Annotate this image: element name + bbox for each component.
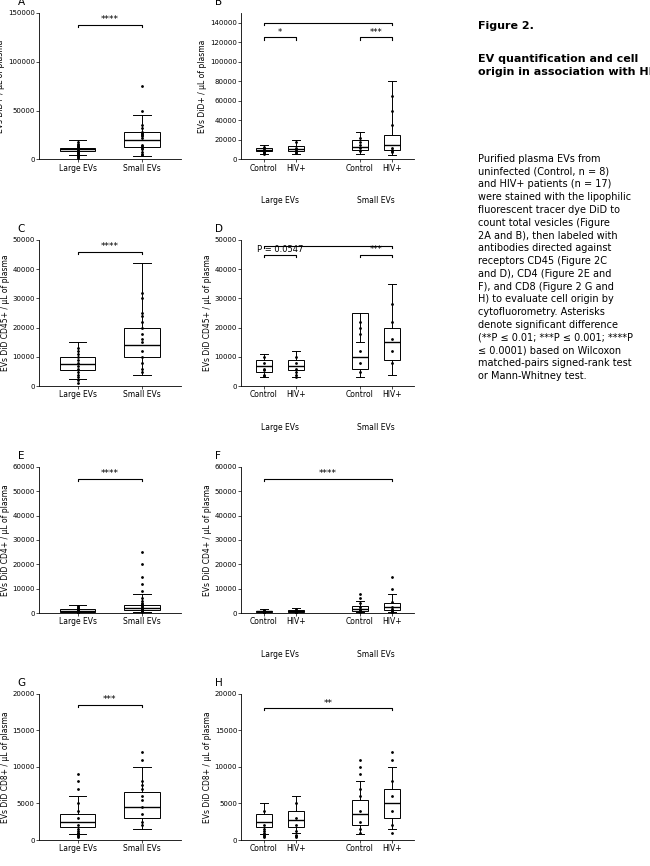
PathPatch shape xyxy=(60,610,96,611)
Text: *: * xyxy=(278,28,282,36)
Text: ***: *** xyxy=(369,28,382,36)
Text: G: G xyxy=(18,678,26,688)
Y-axis label: EVs DiD CD45+ / μL of plasma: EVs DiD CD45+ / μL of plasma xyxy=(1,255,10,372)
Text: **: ** xyxy=(323,699,332,708)
PathPatch shape xyxy=(288,145,304,151)
PathPatch shape xyxy=(60,148,96,151)
Text: ***: *** xyxy=(103,695,116,704)
PathPatch shape xyxy=(384,135,400,150)
Text: Large EVs: Large EVs xyxy=(261,423,299,432)
PathPatch shape xyxy=(384,604,400,611)
Text: D: D xyxy=(215,224,224,234)
PathPatch shape xyxy=(255,148,272,151)
Text: ****: **** xyxy=(319,469,337,478)
Text: B: B xyxy=(215,0,222,7)
PathPatch shape xyxy=(255,360,272,372)
Y-axis label: EVs DiD CD4+ / μL of plasma: EVs DiD CD4+ / μL of plasma xyxy=(203,484,212,596)
Text: Large EVs: Large EVs xyxy=(261,650,299,659)
PathPatch shape xyxy=(352,800,368,825)
Text: F: F xyxy=(215,451,221,461)
Y-axis label: EVs DiD CD45+ / μL of plasma: EVs DiD CD45+ / μL of plasma xyxy=(203,255,212,372)
PathPatch shape xyxy=(255,814,272,827)
PathPatch shape xyxy=(384,327,400,360)
Text: ****: **** xyxy=(101,242,119,251)
PathPatch shape xyxy=(384,789,400,818)
Text: A: A xyxy=(18,0,25,7)
Text: H: H xyxy=(215,678,223,688)
Text: ****: **** xyxy=(101,469,119,478)
PathPatch shape xyxy=(288,360,304,370)
Text: Large EVs: Large EVs xyxy=(261,196,299,205)
Text: E: E xyxy=(18,451,24,461)
PathPatch shape xyxy=(124,792,160,818)
Y-axis label: EVs DiD+ / μL of plasma: EVs DiD+ / μL of plasma xyxy=(0,40,5,132)
PathPatch shape xyxy=(352,313,368,369)
PathPatch shape xyxy=(352,606,368,611)
Text: C: C xyxy=(18,224,25,234)
Y-axis label: EVs DiD+ / μL of plasma: EVs DiD+ / μL of plasma xyxy=(198,40,207,132)
PathPatch shape xyxy=(60,814,96,827)
Text: EV quantification and cell
origin in association with HIV.: EV quantification and cell origin in ass… xyxy=(478,55,650,77)
PathPatch shape xyxy=(288,611,304,612)
Text: ****: **** xyxy=(101,15,119,24)
PathPatch shape xyxy=(60,357,96,370)
PathPatch shape xyxy=(124,604,160,611)
PathPatch shape xyxy=(352,139,368,150)
Text: P = 0.0547: P = 0.0547 xyxy=(257,245,303,254)
PathPatch shape xyxy=(124,327,160,357)
Text: Purified plasma EVs from
uninfected (Control, n = 8)
and HIV+ patients (n = 17)
: Purified plasma EVs from uninfected (Con… xyxy=(478,153,633,381)
Y-axis label: EVs DiD CD8+ / μL of plasma: EVs DiD CD8+ / μL of plasma xyxy=(1,711,10,823)
Text: ***: *** xyxy=(369,245,382,254)
PathPatch shape xyxy=(124,132,160,146)
Text: Small EVs: Small EVs xyxy=(357,650,395,659)
Text: Figure 2.: Figure 2. xyxy=(478,22,534,31)
Y-axis label: EVs DiD CD4+ / μL of plasma: EVs DiD CD4+ / μL of plasma xyxy=(1,484,10,596)
Text: Small EVs: Small EVs xyxy=(357,423,395,432)
Y-axis label: EVs DiD CD8+ / μL of plasma: EVs DiD CD8+ / μL of plasma xyxy=(203,711,212,823)
Text: Small EVs: Small EVs xyxy=(357,196,395,205)
PathPatch shape xyxy=(288,811,304,827)
PathPatch shape xyxy=(255,611,272,612)
